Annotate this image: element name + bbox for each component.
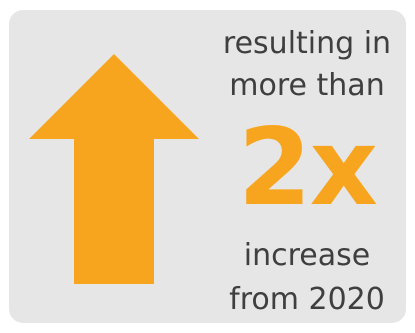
caption-line-3: increase (243, 238, 371, 273)
arrow-up-icon (29, 54, 199, 284)
stat-card (9, 10, 406, 323)
caption-line-1: resulting in (222, 26, 392, 61)
caption-line-2: more than (229, 68, 385, 103)
caption-line-4: from 2020 (229, 282, 385, 317)
highlight-value: 2x (237, 106, 378, 229)
